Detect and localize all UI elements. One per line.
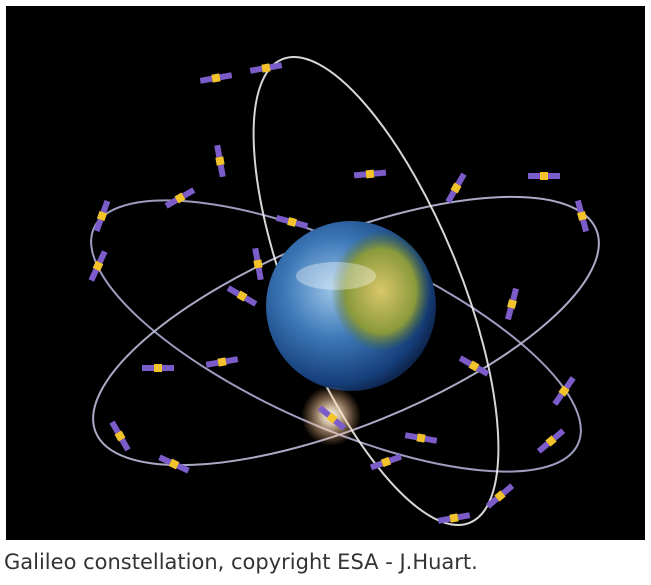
earth-land (331, 231, 431, 351)
caption: Galileo constellation, copyright ESA - J… (4, 550, 478, 574)
galileo-illustration (6, 6, 645, 540)
earth-clouds (296, 262, 376, 290)
